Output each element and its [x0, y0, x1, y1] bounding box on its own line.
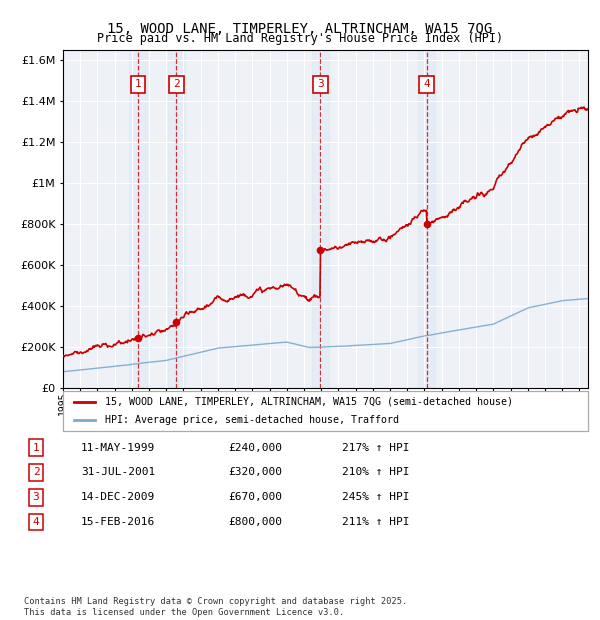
- Text: 15-FEB-2016: 15-FEB-2016: [81, 517, 155, 527]
- Text: Contains HM Land Registry data © Crown copyright and database right 2025.
This d: Contains HM Land Registry data © Crown c…: [24, 598, 407, 617]
- Text: 217% ↑ HPI: 217% ↑ HPI: [342, 443, 409, 453]
- Text: 11-MAY-1999: 11-MAY-1999: [81, 443, 155, 453]
- Text: 3: 3: [32, 492, 40, 502]
- Bar: [312, 50, 329, 388]
- Text: 31-JUL-2001: 31-JUL-2001: [81, 467, 155, 477]
- Text: 2: 2: [173, 79, 179, 89]
- Text: £240,000: £240,000: [228, 443, 282, 453]
- Text: £670,000: £670,000: [228, 492, 282, 502]
- Text: 1: 1: [134, 79, 142, 89]
- Text: 3: 3: [317, 79, 324, 89]
- Text: Price paid vs. HM Land Registry's House Price Index (HPI): Price paid vs. HM Land Registry's House …: [97, 32, 503, 45]
- Text: 1: 1: [32, 443, 40, 453]
- Text: 2: 2: [32, 467, 40, 477]
- Text: £800,000: £800,000: [228, 517, 282, 527]
- Text: £320,000: £320,000: [228, 467, 282, 477]
- Text: 211% ↑ HPI: 211% ↑ HPI: [342, 517, 409, 527]
- Text: 4: 4: [423, 79, 430, 89]
- Bar: [167, 50, 185, 388]
- Text: HPI: Average price, semi-detached house, Trafford: HPI: Average price, semi-detached house,…: [105, 415, 399, 425]
- Text: 15, WOOD LANE, TIMPERLEY, ALTRINCHAM, WA15 7QG (semi-detached house): 15, WOOD LANE, TIMPERLEY, ALTRINCHAM, WA…: [105, 397, 513, 407]
- Text: 4: 4: [32, 517, 40, 527]
- Text: 210% ↑ HPI: 210% ↑ HPI: [342, 467, 409, 477]
- Text: 245% ↑ HPI: 245% ↑ HPI: [342, 492, 409, 502]
- Text: 15, WOOD LANE, TIMPERLEY, ALTRINCHAM, WA15 7QG: 15, WOOD LANE, TIMPERLEY, ALTRINCHAM, WA…: [107, 22, 493, 36]
- Bar: [418, 50, 435, 388]
- Bar: [130, 50, 146, 388]
- Text: 14-DEC-2009: 14-DEC-2009: [81, 492, 155, 502]
